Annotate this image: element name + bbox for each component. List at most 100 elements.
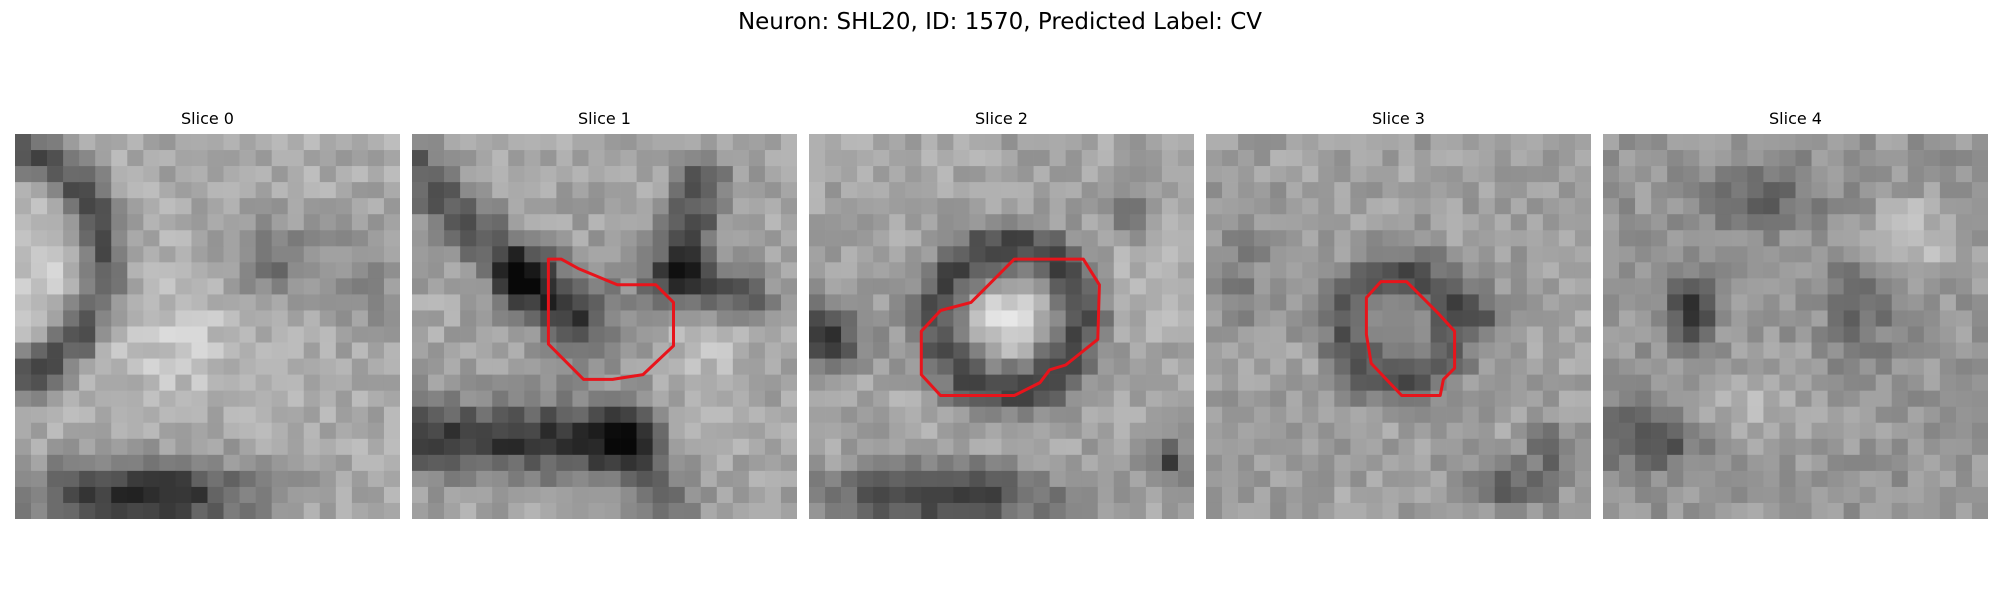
- pixel: [732, 358, 750, 375]
- pixel: [127, 166, 144, 183]
- pixel: [460, 502, 477, 519]
- pixel: [1001, 278, 1018, 295]
- pixel: [1939, 406, 1957, 424]
- pixel: [367, 262, 385, 279]
- pixel: [1683, 278, 1700, 295]
- pixel: [1891, 438, 1909, 456]
- pixel: [1747, 358, 1764, 375]
- pixel: [508, 182, 525, 199]
- pixel: [1238, 198, 1255, 215]
- pixel: [809, 438, 826, 456]
- pixel: [1222, 470, 1239, 488]
- pixel: [764, 134, 782, 151]
- pixel: [556, 278, 573, 295]
- pixel: [271, 470, 289, 488]
- pixel: [1254, 246, 1271, 263]
- pixel: [1891, 150, 1909, 167]
- pixel: [1478, 390, 1496, 408]
- pixel: [287, 406, 305, 424]
- pixel: [1763, 198, 1780, 215]
- pixel: [921, 166, 938, 183]
- pixel: [1635, 230, 1652, 247]
- pixel: [191, 422, 208, 440]
- pixel: [1065, 406, 1083, 424]
- pixel: [1430, 214, 1447, 231]
- pixel: [841, 214, 858, 231]
- pixel: [780, 326, 797, 343]
- pixel: [1366, 374, 1383, 392]
- pixel: [412, 230, 429, 247]
- pixel: [1177, 390, 1194, 408]
- pixel: [1731, 342, 1748, 359]
- pixel: [1795, 454, 1812, 472]
- pixel: [1318, 406, 1335, 424]
- pixel: [1859, 214, 1877, 231]
- pixel: [1715, 150, 1732, 167]
- pixel: [319, 294, 337, 311]
- pixel: [524, 230, 541, 247]
- pixel: [684, 278, 702, 295]
- pixel: [79, 310, 96, 327]
- pixel: [1843, 198, 1861, 215]
- pixel: [1667, 502, 1684, 519]
- pixel: [1779, 310, 1796, 327]
- pixel: [159, 486, 176, 504]
- pixel: [809, 230, 826, 247]
- pixel: [1811, 150, 1828, 167]
- pixel: [1414, 150, 1431, 167]
- pixel: [1907, 454, 1925, 472]
- pixel: [841, 294, 858, 311]
- pixel: [159, 134, 176, 151]
- pixel: [732, 486, 750, 504]
- pixel: [1081, 134, 1099, 151]
- pixel: [652, 374, 670, 392]
- pixel: [652, 262, 670, 279]
- pixel: [764, 230, 782, 247]
- pixel: [1574, 486, 1591, 504]
- pixel: [207, 134, 224, 151]
- pixel: [1891, 198, 1909, 215]
- pixel: [1526, 422, 1544, 440]
- pixel: [1603, 438, 1620, 456]
- pixel: [1542, 422, 1560, 440]
- pixel: [540, 166, 557, 183]
- pixel: [239, 502, 256, 519]
- pixel: [1318, 150, 1335, 167]
- pixel: [63, 502, 80, 519]
- pixel: [1145, 182, 1163, 199]
- pixel: [636, 182, 653, 199]
- pixel: [524, 310, 541, 327]
- pixel: [809, 198, 826, 215]
- pixel: [1683, 342, 1700, 359]
- pixel: [287, 454, 305, 472]
- pixel: [95, 214, 112, 231]
- pixel: [540, 502, 557, 519]
- pixel: [1097, 278, 1115, 295]
- pixel: [1843, 358, 1861, 375]
- pixel: [1779, 342, 1796, 359]
- pixel: [476, 486, 493, 504]
- pixel: [1097, 134, 1115, 151]
- pixel: [825, 502, 842, 519]
- pixel: [588, 486, 605, 504]
- pixel: [1574, 358, 1591, 375]
- pixel: [540, 230, 557, 247]
- pixel: [1177, 374, 1194, 392]
- pixel: [905, 422, 922, 440]
- pixel: [1001, 182, 1018, 199]
- pixel: [1350, 182, 1367, 199]
- pixel: [207, 342, 224, 359]
- pixel: [1635, 374, 1652, 392]
- pixel: [1763, 326, 1780, 343]
- pixel: [1827, 230, 1844, 247]
- pixel: [1635, 166, 1652, 183]
- pixel: [825, 294, 842, 311]
- pixel: [1526, 278, 1544, 295]
- pixel: [1875, 182, 1893, 199]
- pixel: [47, 182, 64, 199]
- pixel: [748, 294, 766, 311]
- pixel: [1478, 486, 1496, 504]
- pixel: [351, 182, 369, 199]
- pixel: [732, 214, 750, 231]
- pixel: [1827, 502, 1844, 519]
